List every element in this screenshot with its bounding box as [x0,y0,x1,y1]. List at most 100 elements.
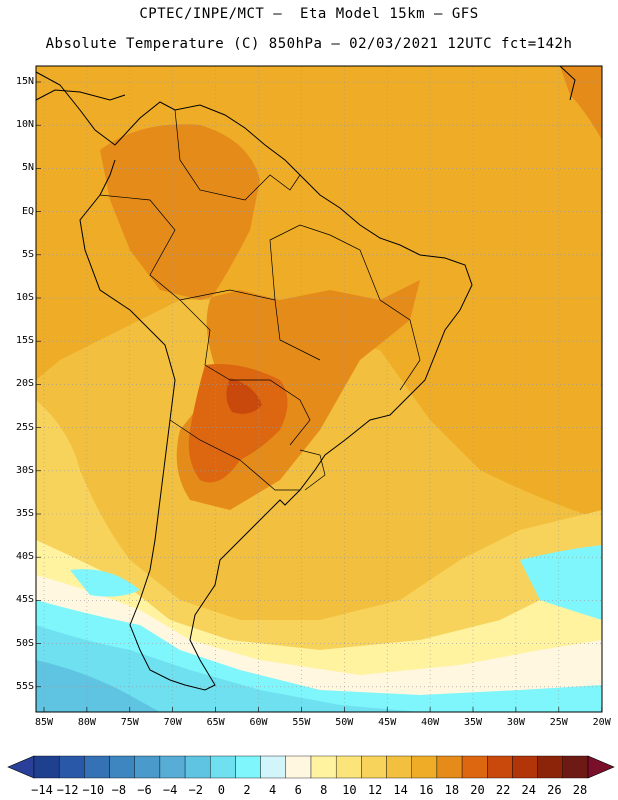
central-america-coast [35,89,126,101]
colorbar-swatch [84,755,110,779]
coastlines [35,65,576,691]
lon-label: 45W [378,717,397,728]
map-frame [35,65,603,713]
colorbar-swatch [335,755,362,779]
lon-label: 70W [163,717,182,728]
field-18-20-ne [560,66,602,140]
lat-label: 25S [15,421,34,433]
field-0-2 [36,625,420,712]
colorbar-swatch [285,755,312,779]
colorbar-label: −4 [162,783,178,797]
lon-label: 65W [206,717,225,728]
lon-label: 35W [463,717,483,728]
colorbar-label: 26 [547,783,562,797]
colorbar-label: −14 [31,783,53,797]
colorbar-swatch [562,755,589,779]
colorbar-label: 20 [470,783,485,797]
colorbar-label: −10 [82,783,105,797]
colorbar [7,755,615,779]
colorbar-label: 12 [367,783,383,797]
colorbar-label: 10 [342,783,357,797]
title-line-2: Absolute Temperature (C) 850hPa – 02/03/… [45,36,573,52]
title-line-1: CPTEC/INPE/MCT – Eta Model 15km – GFS [139,6,479,22]
lat-label: 15N [15,76,34,87]
colorbar-label: 14 [393,783,408,797]
field-20-22 [188,364,288,483]
colorbar-swatch [33,755,60,779]
lon-label: 40W [421,717,440,728]
colorbar-swatch [436,755,463,779]
colorbar-label: 18 [444,783,460,797]
lat-label: 20S [15,378,34,390]
colorbar-swatch [512,755,538,779]
border-argentina [169,419,300,491]
colorbar-label: −2 [188,783,203,797]
country-borders [99,109,421,491]
lat-label: 5N [21,162,34,174]
lon-label: 30W [506,717,525,728]
colorbar-swatch [210,755,236,779]
colorbar-over-arrow [587,755,615,779]
colorbar-swatch [461,755,488,779]
colorbar-under-arrow [7,755,35,779]
colorbar-swatch [260,755,287,779]
colorbar-swatch [134,755,161,779]
colorbar-label: −8 [111,783,127,797]
graticule [36,66,603,712]
colorbar-label: −12 [56,783,79,797]
lon-label: 80W [77,717,96,728]
colorbar-swatch [109,755,135,779]
lat-label: 45S [15,594,34,606]
border-uruguay [299,449,326,491]
lat-label: 35S [15,508,34,519]
colorbar-label: 0 [217,783,225,797]
border-bolivia-paraguay [179,299,311,446]
colorbar-label: 24 [521,783,536,797]
lon-label: 75W [120,717,139,728]
temperature-field [36,66,602,712]
colorbar-swatch [487,755,513,779]
colorbar-label: 22 [495,783,511,797]
colorbar-label: 16 [419,783,434,797]
lon-label: 50W [335,717,354,728]
south-america-coast [35,71,473,691]
border-venezuela [174,109,301,201]
lon-label: 85W [34,717,54,728]
lat-label: 15S [15,335,34,347]
colorbar-swatch [361,755,387,779]
colorbar-swatch [537,755,564,779]
field-cold-patch-east [520,545,602,620]
lat-label: 10S [15,292,34,303]
colorbar-label: 6 [294,783,302,797]
lat-label: 50S [15,637,34,649]
colorbar-swatch [310,755,337,779]
border-brazil-states-east [379,299,421,391]
colorbar-swatch [58,755,85,779]
lat-label: 55S [15,680,34,692]
colorbar-label: 28 [572,783,588,797]
colorbar-swatch [159,755,186,779]
colorbar-label: 4 [268,783,277,797]
colorbar-swatch [411,755,438,779]
lat-label: 40S [15,551,34,563]
border-brazil-states [269,224,381,301]
field-22-24 [226,378,262,414]
colorbar-label: 2 [243,783,251,797]
colorbar-swatch [184,755,211,779]
lon-label: 25W [549,717,568,728]
lat-label: 30S [15,464,34,476]
field-minus2-0 [36,660,160,712]
lon-label: 55W [292,717,311,728]
colorbar-swatch [386,755,412,779]
field-cold-patch-west [70,569,140,597]
lat-label: 5S [21,248,34,260]
field-18-20-continent [100,124,420,511]
colorbar-label: −6 [137,783,152,797]
lon-label: 60W [249,717,268,728]
lat-label: EQ [21,205,34,217]
caribbean-islands [559,65,576,101]
colorbar-label: 8 [320,783,328,797]
lon-label: 20W [592,717,611,728]
colorbar-swatch [235,755,261,779]
